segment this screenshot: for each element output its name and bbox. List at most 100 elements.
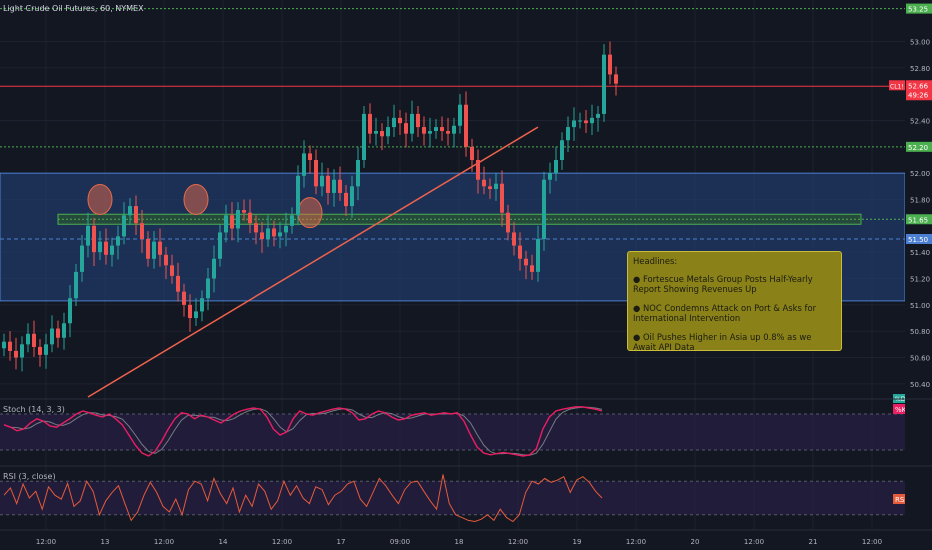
- candle: [476, 160, 480, 180]
- candle: [446, 131, 450, 134]
- time-tick-label: 13: [101, 538, 110, 546]
- candle: [494, 183, 498, 189]
- headline-item: ● NOC Condemns Attack on Port & Asks for…: [633, 303, 817, 323]
- candle: [152, 241, 156, 259]
- candle: [188, 304, 192, 318]
- candle: [566, 127, 570, 141]
- candle: [116, 236, 120, 246]
- candle: [356, 160, 360, 187]
- candle: [368, 113, 372, 134]
- stoch-title[interactable]: Stoch (14, 3, 3): [3, 405, 65, 414]
- candle: [572, 120, 576, 128]
- candle: [254, 223, 258, 233]
- candle: [158, 241, 162, 255]
- candle: [464, 104, 468, 147]
- candle: [512, 232, 516, 246]
- price-tick-label: 51.80: [910, 197, 930, 205]
- candle: [128, 206, 132, 216]
- trendline[interactable]: [87, 126, 539, 398]
- time-tick-label: 14: [219, 538, 228, 546]
- candle: [134, 206, 138, 224]
- time-tick-label: 12:00: [508, 538, 528, 546]
- price-tag-label: 52.20: [908, 144, 928, 152]
- candle: [266, 228, 270, 239]
- candle: [80, 245, 84, 272]
- candle: [338, 179, 342, 193]
- candle: [530, 265, 534, 272]
- price-tag-label: 53.25: [908, 6, 928, 14]
- time-tick-label: 12:00: [272, 538, 292, 546]
- candle: [302, 153, 306, 176]
- chart-title[interactable]: Light Crude Oil Futures, 60, NYMEX: [3, 4, 144, 13]
- candle: [320, 175, 324, 187]
- price-tick-label: 52.80: [910, 65, 930, 73]
- candle: [500, 183, 504, 213]
- highlight-circle: [297, 197, 323, 229]
- candle: [164, 254, 168, 266]
- candle: [596, 113, 600, 118]
- candle: [452, 125, 456, 134]
- candle: [74, 271, 78, 299]
- candle: [416, 113, 420, 128]
- price-tick-label: 53.00: [910, 39, 930, 47]
- candle: [98, 241, 102, 253]
- candle: [308, 153, 312, 160]
- candle: [470, 146, 474, 160]
- candle: [62, 323, 66, 338]
- candle: [584, 120, 588, 124]
- candle: [206, 278, 210, 299]
- candle: [2, 341, 6, 349]
- candle: [50, 328, 54, 345]
- candle: [458, 104, 462, 126]
- candle: [92, 225, 96, 253]
- candle: [434, 127, 438, 132]
- rsi-line: [3, 474, 603, 523]
- candle: [230, 215, 234, 229]
- candle: [56, 328, 60, 338]
- candle: [110, 245, 114, 255]
- time-tick-label: 12:00: [744, 538, 764, 546]
- candle: [482, 179, 486, 187]
- time-tick-label: 18: [455, 538, 464, 546]
- horizontal-levels[interactable]: [0, 8, 905, 240]
- candle: [260, 232, 264, 239]
- candle: [68, 298, 72, 324]
- candle: [488, 186, 492, 189]
- candle: [374, 131, 378, 134]
- headlines-box[interactable]: Headlines: ● Fortescue Metals Group Post…: [627, 251, 842, 352]
- price-tick-label: 51.00: [910, 302, 930, 310]
- candle: [518, 245, 522, 259]
- candle: [200, 298, 204, 312]
- candles: [2, 41, 618, 372]
- highlight-circle: [87, 184, 113, 215]
- candle: [344, 192, 348, 207]
- candle: [44, 344, 48, 355]
- candle: [38, 346, 42, 355]
- stoch-d-line: [3, 406, 603, 456]
- symbol-tag: [889, 80, 905, 91]
- price-tick-label: 51.40: [910, 249, 930, 257]
- highlight-circles[interactable]: [87, 184, 323, 229]
- price-tag: [906, 3, 932, 14]
- candle: [362, 113, 366, 160]
- price-tick-label: 50.80: [910, 328, 930, 336]
- candle: [26, 333, 30, 345]
- candle: [614, 74, 618, 84]
- candle: [122, 215, 126, 237]
- candle: [440, 127, 444, 132]
- candle: [608, 54, 612, 75]
- candle: [410, 113, 414, 134]
- candle: [104, 241, 108, 255]
- time-tick-label: 12:00: [36, 538, 56, 546]
- candle: [218, 232, 222, 259]
- candle: [542, 179, 546, 239]
- candle: [242, 210, 246, 213]
- last-price-tag: [906, 80, 932, 101]
- time-axis[interactable]: 12:00 13 12:00 14 12:00 17 09:00 18 12:00 19 12:00…: [36, 538, 882, 546]
- rsi-title[interactable]: RSI (3, close): [3, 472, 56, 481]
- candle: [272, 228, 276, 237]
- candle: [194, 311, 198, 318]
- candle: [524, 258, 528, 266]
- candle: [392, 117, 396, 128]
